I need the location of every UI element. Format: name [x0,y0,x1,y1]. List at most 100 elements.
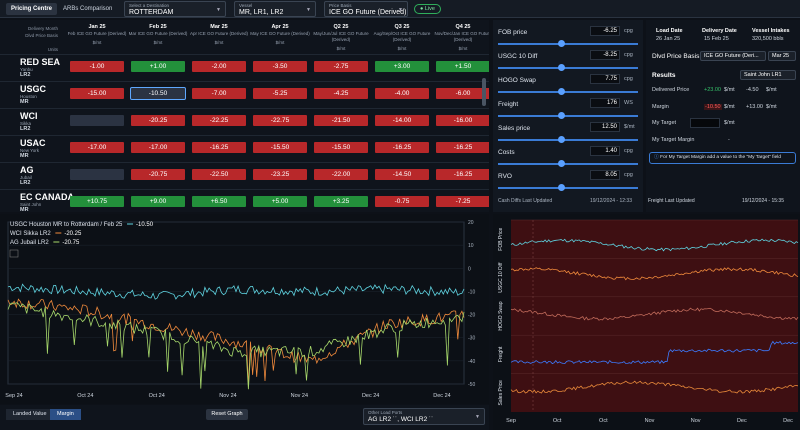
arb-cell[interactable]: -14.00 [375,115,429,126]
arb-cell[interactable]: -22.50 [192,169,246,180]
panel-label: HOGO Swap [498,301,504,330]
vessel-select[interactable]: Vessel MR, LR1, LR2 ▼ [234,1,316,17]
arb-cell[interactable]: -7.25 [436,196,489,207]
column-header: Mar 25 Apr ICE GO Future (Derived) $/mt [189,24,249,45]
arb-cell[interactable]: -7.00 [192,88,246,99]
destination-select[interactable]: Select a Destination ROTTERDAM ▼ [124,1,226,17]
info-icon: ⓘ [654,155,659,160]
arb-cell[interactable]: -16.25 [375,142,429,153]
slider-handle[interactable] [557,112,565,119]
margin-history-chart[interactable]: 20 10 0 -10 -20 -30 -40 -50 Sep 24 Oct 24 Oct 24 No… [0,214,489,404]
arb-cell[interactable] [70,115,124,126]
my-target-input[interactable] [690,118,720,128]
legend-name: AG Jubail LR2 [10,240,49,246]
tab-landed-value[interactable]: Landed Value [6,409,54,420]
slider-unit: cpg [624,172,633,178]
slider-track[interactable] [498,187,638,189]
slider-handle[interactable] [557,136,565,143]
slider-value-input[interactable]: 1.40 [590,146,620,156]
slider-track[interactable] [498,67,638,69]
arb-cell[interactable]: -6.00 [436,88,489,99]
arb-cell[interactable]: -15.50 [253,142,307,153]
arb-cell[interactable]: -3.50 [253,61,307,72]
top-bar: Pricing Centre ARBs Comparison Select a … [0,0,800,18]
slider-track[interactable] [498,139,638,141]
price-basis-select[interactable]: Price Basis ICE GO Future (Derived) ▼ [324,1,408,17]
arb-cell[interactable]: -16.00 [436,115,489,126]
slider-track[interactable] [498,115,638,117]
arb-cell[interactable]: -1.00 [70,61,124,72]
arb-cell[interactable]: -2.75 [314,61,368,72]
arb-cell[interactable]: -4.25 [314,88,368,99]
arb-cell[interactable]: -0.75 [375,196,429,207]
my-target-margin-label: My Target Margin [652,137,695,143]
arb-cell[interactable]: -16.25 [192,142,246,153]
slider-usgc-10-diff: USGC 10 Diff -8.25 cpg [498,48,638,78]
arb-cell[interactable]: -20.25 [131,115,185,126]
live-badge: ● Live [414,4,441,14]
arb-cell[interactable]: -17.00 [131,142,185,153]
dlvd-price-basis-select[interactable]: ICE GO Future (Deri... [700,51,766,61]
arb-cell[interactable]: -21.50 [314,115,368,126]
component-series-line [510,380,799,394]
arb-cell[interactable]: -17.00 [70,142,124,153]
arb-cell[interactable]: -16.25 [436,169,489,180]
slider-handle[interactable] [557,160,565,167]
results-port-select[interactable]: Saint John LR1 [740,70,796,80]
arb-cell[interactable]: -15.50 [314,142,368,153]
arb-cell[interactable]: +5.00 [253,196,307,207]
grid-scrollbar[interactable] [482,78,486,106]
arb-cell[interactable]: +3.00 [375,61,429,72]
slider-handle[interactable] [557,88,565,95]
tab-arbs-comparison[interactable]: ARBs Comparison [63,6,113,12]
arb-cell[interactable]: -22.00 [314,169,368,180]
y-tick-label: -40 [468,359,475,365]
arb-cell[interactable]: +1.50 [436,61,489,72]
slider-value-input[interactable]: -8.25 [590,50,620,60]
arb-cell[interactable]: -20.75 [131,169,185,180]
panel-label: FOB Price [498,227,504,250]
arb-cell[interactable]: +10.75 [70,196,124,207]
arb-cell[interactable]: -15.00 [70,88,124,99]
arb-cell[interactable]: -14.50 [375,169,429,180]
slider-value-input[interactable]: 7.75 [590,74,620,84]
slider-value-input[interactable]: -6.25 [590,26,620,36]
arb-cell[interactable]: -2.00 [192,61,246,72]
arb-cell[interactable]: -23.25 [253,169,307,180]
arb-cell[interactable] [70,169,124,180]
arb-cell[interactable]: -5.25 [253,88,307,99]
arb-cell[interactable]: -16.25 [436,142,489,153]
tab-margin[interactable]: Margin [50,409,81,420]
chevron-down-icon: ▼ [306,7,311,13]
slider-track[interactable] [498,91,638,93]
slider-value-input[interactable]: 176 [590,98,620,108]
arb-cell[interactable]: -22.75 [253,115,307,126]
slider-handle[interactable] [557,64,565,71]
plot-area [7,221,465,385]
arb-cell[interactable]: +9.00 [131,196,185,207]
arb-cell[interactable]: +6.50 [192,196,246,207]
port-vessel: LR2 [20,126,31,132]
port-sub: Jubail [20,175,32,180]
component-history-chart[interactable]: FOB Price USGC 10 Diff HOGO Swap Freight Sal… [493,214,800,430]
arb-cell[interactable]: +1.00 [131,61,185,72]
slider-value-input[interactable]: 8.05 [590,170,620,180]
results-heading: Results [652,72,676,79]
arb-cell[interactable]: -22.25 [192,115,246,126]
slider-handle[interactable] [557,184,565,191]
dlvd-month-select[interactable]: Mar 25 [768,51,796,61]
arb-cell[interactable]: -4.00 [375,88,429,99]
arb-row-usgc: USGC Houston MR -15.00 -10.50 -7.00 -5.25 -4.25… [0,81,489,108]
slider-value-input[interactable]: 12.50 [590,122,620,132]
tab-pricing-centre[interactable]: Pricing Centre [6,3,58,15]
x-tick-label: Oct 24 [149,393,165,399]
port-label: AG Jubail LR2 [20,165,34,186]
slider-handle[interactable] [557,40,565,47]
reset-graph-button[interactable]: Reset Graph [206,409,248,420]
x-tick-label: Nov [645,418,655,424]
slider-track[interactable] [498,163,638,165]
slider-track[interactable] [498,43,638,45]
other-load-ports-select[interactable]: Other Load Ports AG LR2 ˙˙, WCI LR2 ˙˙ ▼ [363,408,485,425]
arb-cell[interactable]: +3.25 [314,196,368,207]
arb-cell[interactable]: -10.50 [130,87,186,100]
